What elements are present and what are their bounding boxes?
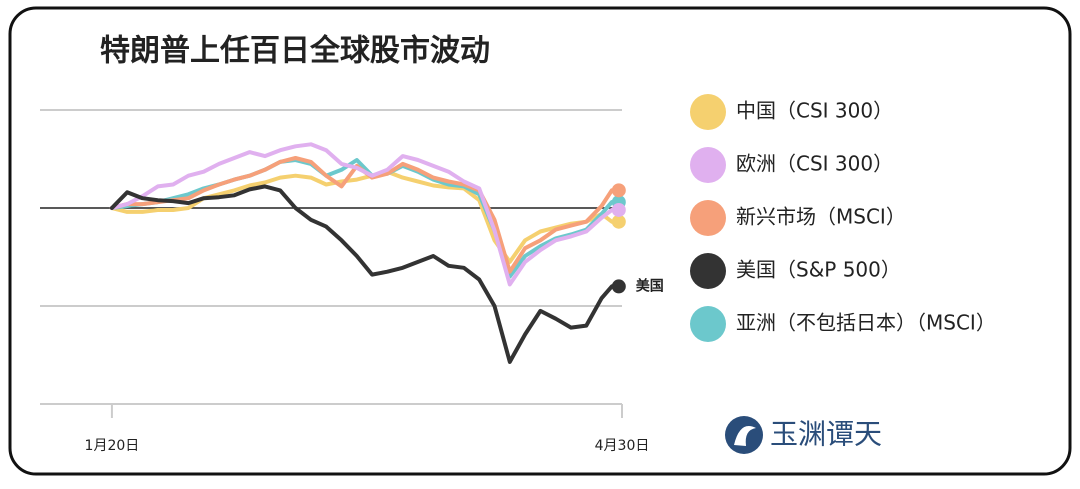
end-dot bbox=[611, 279, 626, 294]
legend-label: 中国（CSI 300） bbox=[736, 99, 893, 123]
legend-label: 欧洲（CSI 300） bbox=[736, 152, 893, 176]
x-tick-label: 4月30日 bbox=[595, 438, 650, 454]
legend-swatch bbox=[690, 253, 726, 289]
legend-label: 新兴市场（MSCI） bbox=[736, 205, 906, 229]
series-line bbox=[109, 142, 614, 287]
x-tick-label: 1月20日 bbox=[85, 438, 140, 454]
legend-swatch bbox=[690, 200, 726, 236]
legend-label: 美国（S&P 500） bbox=[736, 258, 901, 282]
logo-wave bbox=[734, 426, 756, 446]
series-line bbox=[109, 158, 614, 279]
end-dot bbox=[611, 214, 626, 229]
legend-label: 亚洲（不包括日本）（MSCI） bbox=[736, 311, 996, 335]
chart-title: 特朗普上任百日全球股市波动 bbox=[100, 34, 490, 69]
series-line bbox=[109, 184, 614, 364]
source: 玉渊谭天 bbox=[770, 418, 882, 451]
legend-swatch bbox=[690, 94, 726, 130]
legend-swatch bbox=[690, 147, 726, 183]
legend-swatch bbox=[690, 306, 726, 342]
logo: 玉渊谭天 bbox=[725, 416, 882, 454]
annotation: 美国 bbox=[636, 277, 664, 294]
end-dot bbox=[611, 183, 626, 198]
series-line bbox=[109, 169, 614, 264]
end-dot bbox=[611, 202, 626, 217]
